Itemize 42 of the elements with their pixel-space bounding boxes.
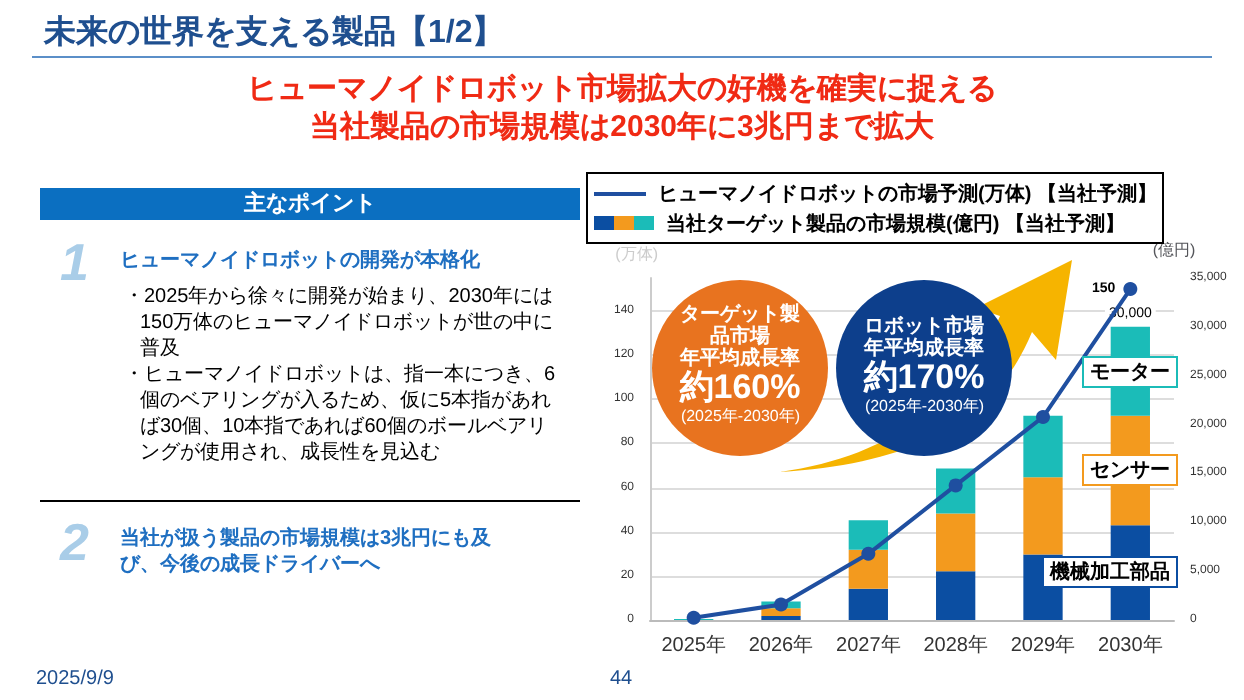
y2-axis-title: (億円)	[1152, 241, 1196, 259]
x-tick-label: 2027年	[836, 633, 901, 657]
annotation: 約170%	[863, 358, 985, 398]
series-label: モーター	[1082, 355, 1178, 388]
point	[686, 610, 701, 625]
text: 主なポイント	[40, 188, 580, 220]
text: 44	[610, 666, 633, 692]
text: 2	[60, 512, 89, 572]
bar	[848, 520, 888, 550]
annotation: 年平均成長率	[864, 338, 984, 361]
point	[1123, 282, 1138, 297]
x-tick-label: 2026年	[748, 633, 814, 657]
point	[774, 597, 788, 612]
annotation: ロボット市場	[864, 315, 986, 338]
x-tick-label: 2025年	[661, 633, 726, 657]
x-tick-label: 2028年	[923, 633, 988, 657]
text: ヒューマノイドロボットの開発が本格化	[120, 248, 482, 274]
x-tick-label: 2030年	[1098, 633, 1163, 657]
bar	[936, 571, 976, 620]
x-tick-label: 2029年	[1010, 633, 1076, 657]
legend-label: ヒューマノイドロボットの市場予測(万体) 【当社予測】	[658, 180, 1157, 207]
annotation: (2025年-2030年)	[680, 408, 800, 428]
text: ・ヒューマノイドロボットは、指一本につき、6個のベアリングが入るため、仮に5本指があれば30個、10本指であれば60個のボールベアリングが使用され、成長性を見込む	[124, 362, 558, 466]
annotation: 年平均成長率	[680, 348, 800, 371]
series-label: センサー	[1082, 454, 1178, 487]
text: 未来の世界を支える製品【1/2】	[44, 12, 505, 54]
text: 1	[60, 232, 89, 292]
bar	[1023, 415, 1063, 478]
text: 2025/9/9	[36, 666, 114, 692]
series-label: 機械加工部品	[1042, 556, 1178, 589]
point	[1036, 410, 1050, 424]
bar	[936, 513, 976, 572]
text: ・2025年から徐々に開発が始まり、2030年には150万体のヒューマノイドロボットが世の中に普及	[124, 284, 556, 362]
bar	[1023, 477, 1063, 555]
chart-subtitle: ヒューマノイドロボット市場拡大の好機を確実に捉える当社製品の市場規模は2030年に3兆円まで拡大	[245, 72, 999, 147]
annotation: 約160%	[679, 368, 801, 408]
text: 当社が扱う製品の市場規模は3兆円にも及び、今後の成長ドライバーへ	[120, 526, 494, 578]
text: 当社ターゲット製品の市場規模(億円) 【当社予測】	[666, 210, 1125, 237]
bar	[848, 588, 888, 620]
annotation: ターゲット製品市場	[680, 304, 802, 348]
annotation: (2025年-2030年)	[864, 398, 984, 417]
point	[861, 546, 876, 561]
